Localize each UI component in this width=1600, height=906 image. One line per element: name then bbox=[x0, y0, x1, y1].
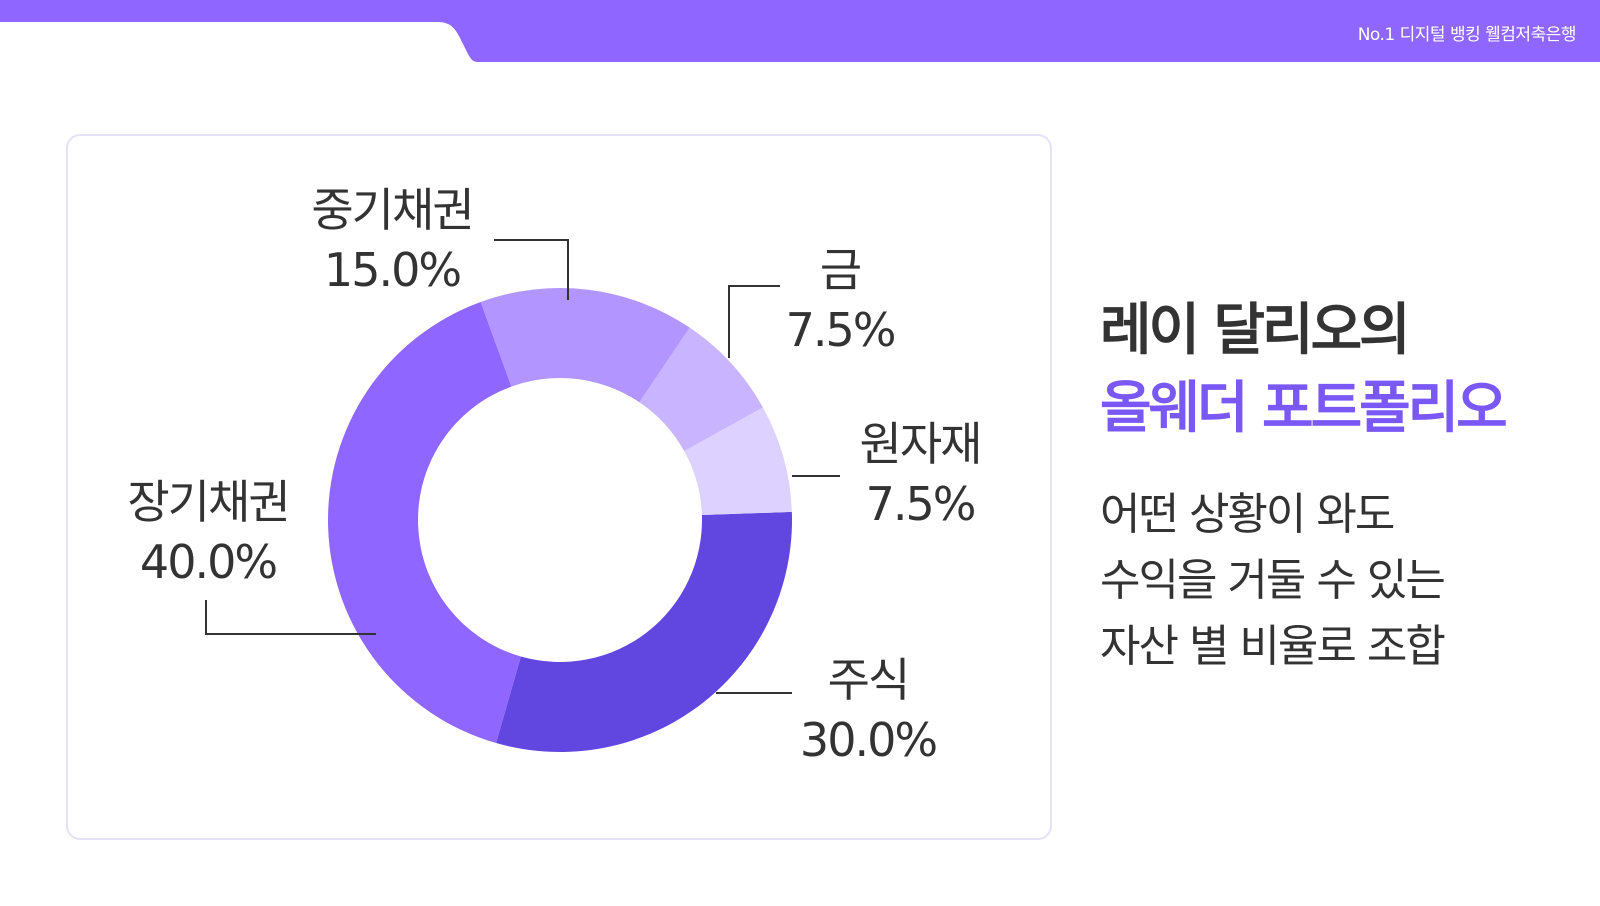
slice-value-label: 15.0% bbox=[324, 243, 460, 297]
leader-line-4 bbox=[728, 285, 780, 358]
donut-slice-4 bbox=[639, 327, 763, 452]
donut-slice-5 bbox=[684, 407, 792, 516]
headline-line-2: 올웨더 포트폴리오 bbox=[1100, 376, 1508, 441]
slice-category-label: 주식 bbox=[828, 653, 909, 707]
donut-slice-3 bbox=[480, 288, 690, 403]
slice-value-label: 40.0% bbox=[140, 535, 276, 589]
description-line-3: 자산 별 비율로 조합 bbox=[1100, 621, 1446, 672]
donut-slice-2 bbox=[328, 301, 521, 744]
headline: 레이 달리오의 올웨더 포트폴리오 bbox=[1100, 292, 1508, 448]
description-line-1: 어떤 상황이 와도 bbox=[1100, 489, 1395, 540]
slice-category-label: 금 bbox=[820, 243, 861, 297]
headline-line-1: 레이 달리오의 bbox=[1100, 298, 1411, 363]
slice-value-label: 7.5% bbox=[866, 477, 975, 531]
slice-category-label: 중기채권 bbox=[311, 183, 472, 237]
brand-tagline: No.1 디지털 뱅킹 웰컴저축은행 bbox=[1357, 25, 1577, 45]
donut-slice-1 bbox=[496, 511, 792, 752]
slice-category-label: 장기채권 bbox=[127, 475, 288, 529]
description: 어떤 상황이 와도 수익을 거둘 수 있는 자산 별 비율로 조합 bbox=[1100, 482, 1446, 680]
leader-line-2 bbox=[205, 600, 376, 635]
header-bar-shape bbox=[0, 0, 1600, 62]
slice-value-label: 30.0% bbox=[800, 713, 936, 767]
slice-category-label: 원자재 bbox=[860, 417, 981, 471]
description-line-2: 수익을 거둘 수 있는 bbox=[1100, 555, 1446, 606]
header-bar bbox=[0, 0, 1600, 62]
leader-line-3 bbox=[494, 239, 569, 300]
slice-value-label: 7.5% bbox=[786, 303, 895, 357]
